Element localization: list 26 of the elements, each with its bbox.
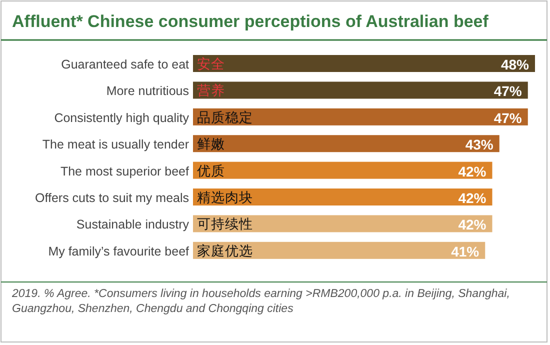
data-label: 47% — [494, 83, 522, 100]
y-tick-label: The meat is usually tender — [42, 138, 189, 152]
chart-title: Affluent* Chinese consumer perceptions of Australian beef — [12, 12, 489, 31]
annotation: 精选肉块 — [197, 190, 253, 206]
annotation: 优质 — [197, 163, 225, 180]
y-tick-label: My family’s favourite beef — [48, 244, 190, 258]
annotation: 家庭优选 — [197, 243, 253, 260]
y-tick-label: Guaranteed safe to eat — [61, 58, 190, 72]
annotation: 营养 — [197, 83, 225, 100]
y-tick-label: Sustainable industry — [76, 218, 190, 232]
data-label: 47% — [494, 110, 522, 126]
y-tick-label: The most superior beef — [60, 164, 190, 178]
text: 2019. % Agree. *Consumers living in households earning >RMB200,000 p.a. in Beijing, Shanghai, Guangzhou, Shenzhen, Chengdu and Chongqing cities — [12, 287, 511, 317]
y-tick-label: Consistently high quality — [54, 110, 190, 125]
y-tick-label: Offers cuts to suit my meals — [35, 191, 189, 205]
data-label: 42% — [458, 163, 487, 180]
annotation: 鲜嫩 — [197, 136, 225, 153]
data-label: 43% — [465, 136, 494, 153]
data-label: 48% — [500, 56, 530, 72]
annotation: 可持续性 — [197, 216, 253, 233]
y-tick-label: More nutritious — [106, 84, 189, 98]
data-label: 42% — [458, 190, 487, 206]
data-label: 41% — [451, 243, 480, 260]
annotation: 安全 — [197, 56, 225, 72]
data-label: 42% — [458, 216, 487, 233]
annotation: 品质稳定 — [197, 110, 253, 126]
